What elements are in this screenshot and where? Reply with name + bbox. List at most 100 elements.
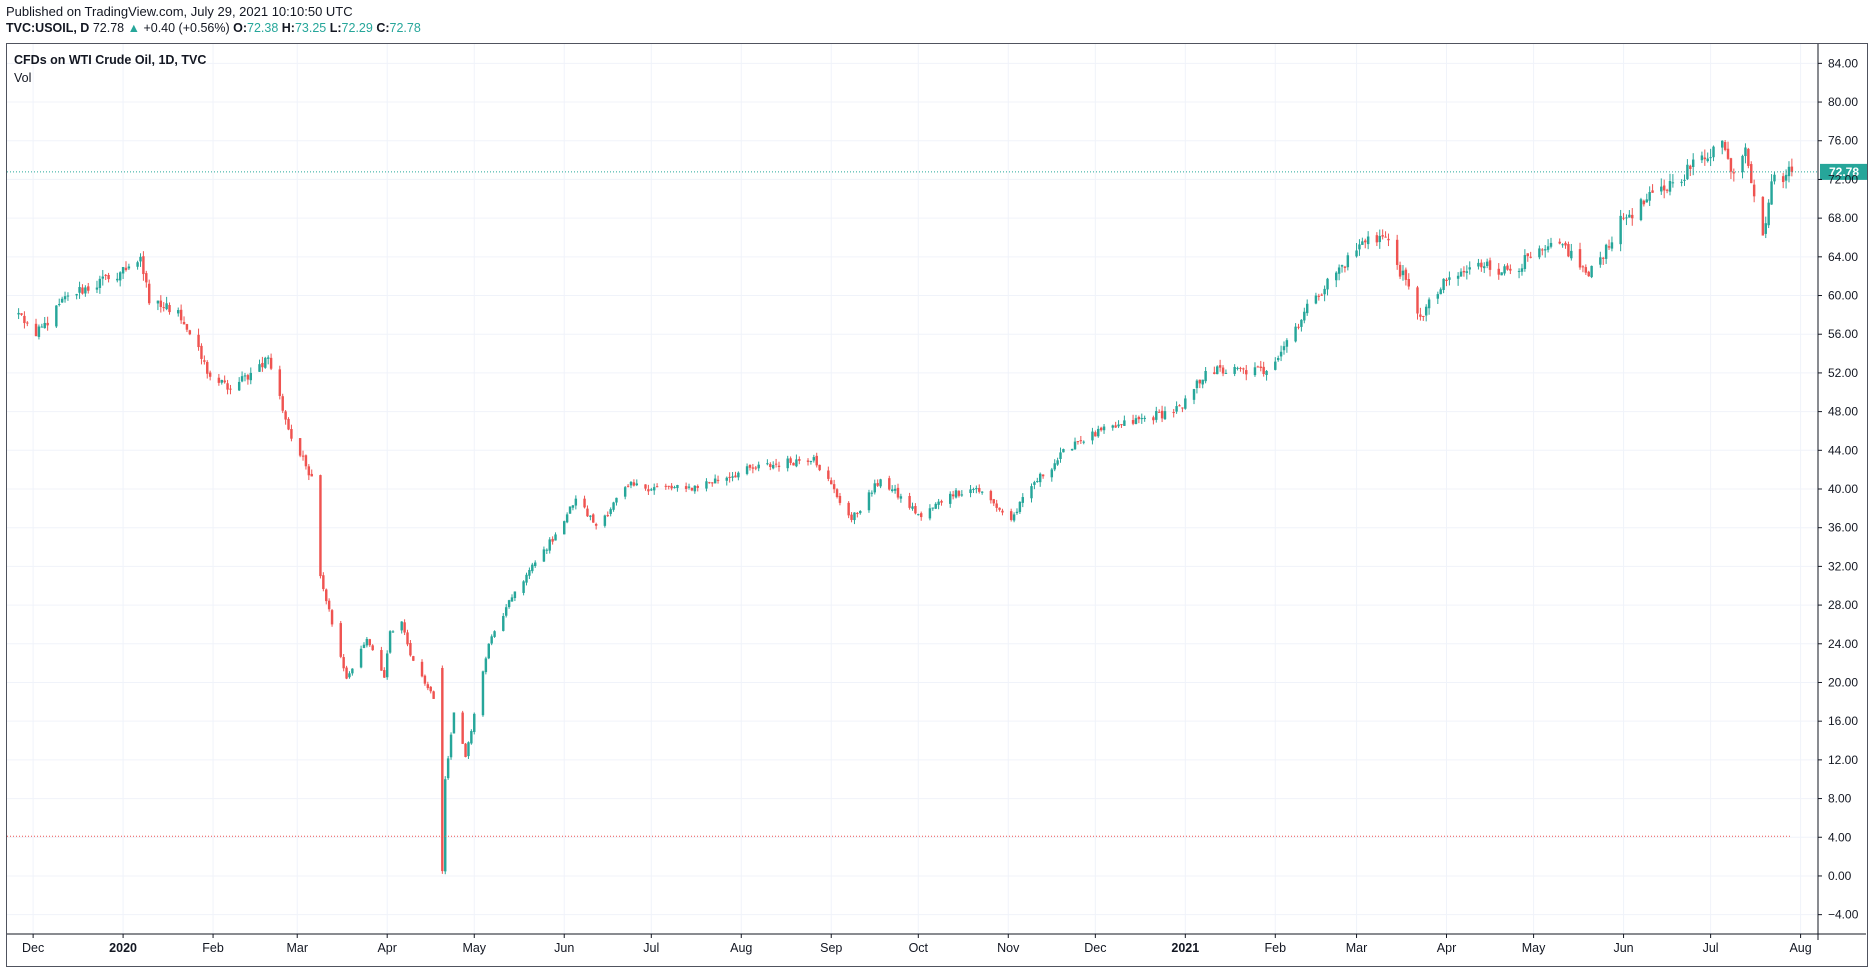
candle-body <box>751 467 755 469</box>
candle-body <box>78 287 81 293</box>
candle-body <box>1561 244 1564 246</box>
candle-body <box>63 296 67 300</box>
candle-body <box>1523 255 1527 269</box>
candle-body <box>827 470 830 479</box>
candle-body <box>589 515 592 517</box>
candle-body <box>1282 346 1286 351</box>
candle-body <box>711 482 714 484</box>
published-note: Published on TradingView.com, July 29, 2… <box>6 4 353 19</box>
candle-body <box>1070 449 1074 451</box>
candle-body <box>725 477 728 481</box>
candle-body <box>696 486 699 488</box>
candle-body <box>432 691 435 699</box>
candle-body <box>635 483 639 486</box>
candle-body <box>777 465 781 468</box>
candle-body <box>1468 267 1471 270</box>
candle-body <box>766 463 769 465</box>
candle-body <box>1622 217 1625 219</box>
candle-body <box>371 645 374 651</box>
candle-body <box>513 591 517 599</box>
y-tick-label: 44.00 <box>1828 443 1858 457</box>
y-tick-label: 12.00 <box>1828 753 1858 767</box>
candle-body <box>1764 223 1767 234</box>
candle-body <box>1662 185 1666 191</box>
candle-body <box>1053 463 1056 470</box>
candle-body <box>832 484 836 490</box>
candle-body <box>298 438 302 456</box>
candle-body <box>1245 370 1248 375</box>
symbol-label: TVC:USOIL, D <box>6 21 90 35</box>
x-tick-label: 2020 <box>109 941 137 955</box>
candle-body <box>899 496 903 499</box>
y-tick-label: 4.00 <box>1828 830 1852 844</box>
candle-body <box>542 549 546 562</box>
candle-body <box>400 621 403 631</box>
candle-body <box>470 731 473 744</box>
candle-body <box>1401 270 1405 276</box>
candle-body <box>139 256 142 262</box>
x-tick-label: Nov <box>997 941 1020 955</box>
candle-body <box>1665 189 1669 191</box>
candle-body <box>362 644 366 648</box>
candle-body <box>1233 366 1236 374</box>
candle-body <box>545 549 549 551</box>
candle-body <box>441 667 444 872</box>
candle-body <box>1558 241 1561 244</box>
candle-body <box>1346 255 1350 268</box>
candle-body <box>1387 238 1390 241</box>
candle-body <box>876 483 879 486</box>
candle-body <box>1137 416 1141 420</box>
last-price-badge <box>1820 163 1868 180</box>
candle-body <box>1602 257 1605 259</box>
candle-body <box>510 597 514 602</box>
candle-body <box>940 500 943 503</box>
candle-body <box>937 501 940 505</box>
candle-body <box>1201 379 1204 385</box>
candle-body <box>1317 295 1321 297</box>
candle-body <box>1543 249 1547 251</box>
candle-body <box>1538 248 1541 258</box>
x-tick-label: Mar <box>286 941 308 955</box>
candle-body <box>830 480 833 485</box>
candle-body <box>1134 418 1138 424</box>
candle-body <box>867 492 871 511</box>
candle-body <box>1642 200 1646 205</box>
candle-body <box>1416 287 1419 314</box>
candle-body <box>1018 501 1022 512</box>
candle-series <box>17 139 1794 875</box>
candle-body <box>571 505 575 508</box>
candle-body <box>1578 249 1582 268</box>
candle-body <box>896 487 900 498</box>
candle-body <box>261 362 264 368</box>
y-tick-label: 56.00 <box>1828 327 1858 341</box>
close-label: C: <box>376 21 390 35</box>
chart-frame <box>6 43 1868 967</box>
candle-body <box>1529 256 1532 258</box>
candle-body <box>1239 367 1242 369</box>
candle-body <box>1216 366 1219 375</box>
high-label: H: <box>281 21 295 35</box>
candle-body <box>1683 179 1686 181</box>
candle-body <box>1340 265 1344 267</box>
chart-overlays: 72.78 <box>7 163 1868 837</box>
candle-body <box>1221 367 1225 374</box>
candle-body <box>1668 181 1672 192</box>
candle-body <box>568 506 572 514</box>
candle-body <box>1442 278 1445 290</box>
candle-body <box>992 499 995 504</box>
candle-body <box>1001 510 1004 513</box>
volume-indicator-label[interactable]: Vol <box>14 71 32 85</box>
candle-body <box>1323 288 1326 295</box>
candle-body <box>1297 326 1300 328</box>
candle-body <box>690 487 694 491</box>
candle-body <box>583 498 586 508</box>
candle-body <box>1059 452 1062 459</box>
candle-body <box>177 310 180 314</box>
candle-body <box>1294 326 1297 342</box>
candle-body <box>301 455 305 457</box>
candle-body <box>1195 380 1199 389</box>
candle-body <box>246 375 250 380</box>
candle-body <box>954 490 958 498</box>
candle-body <box>118 272 122 281</box>
